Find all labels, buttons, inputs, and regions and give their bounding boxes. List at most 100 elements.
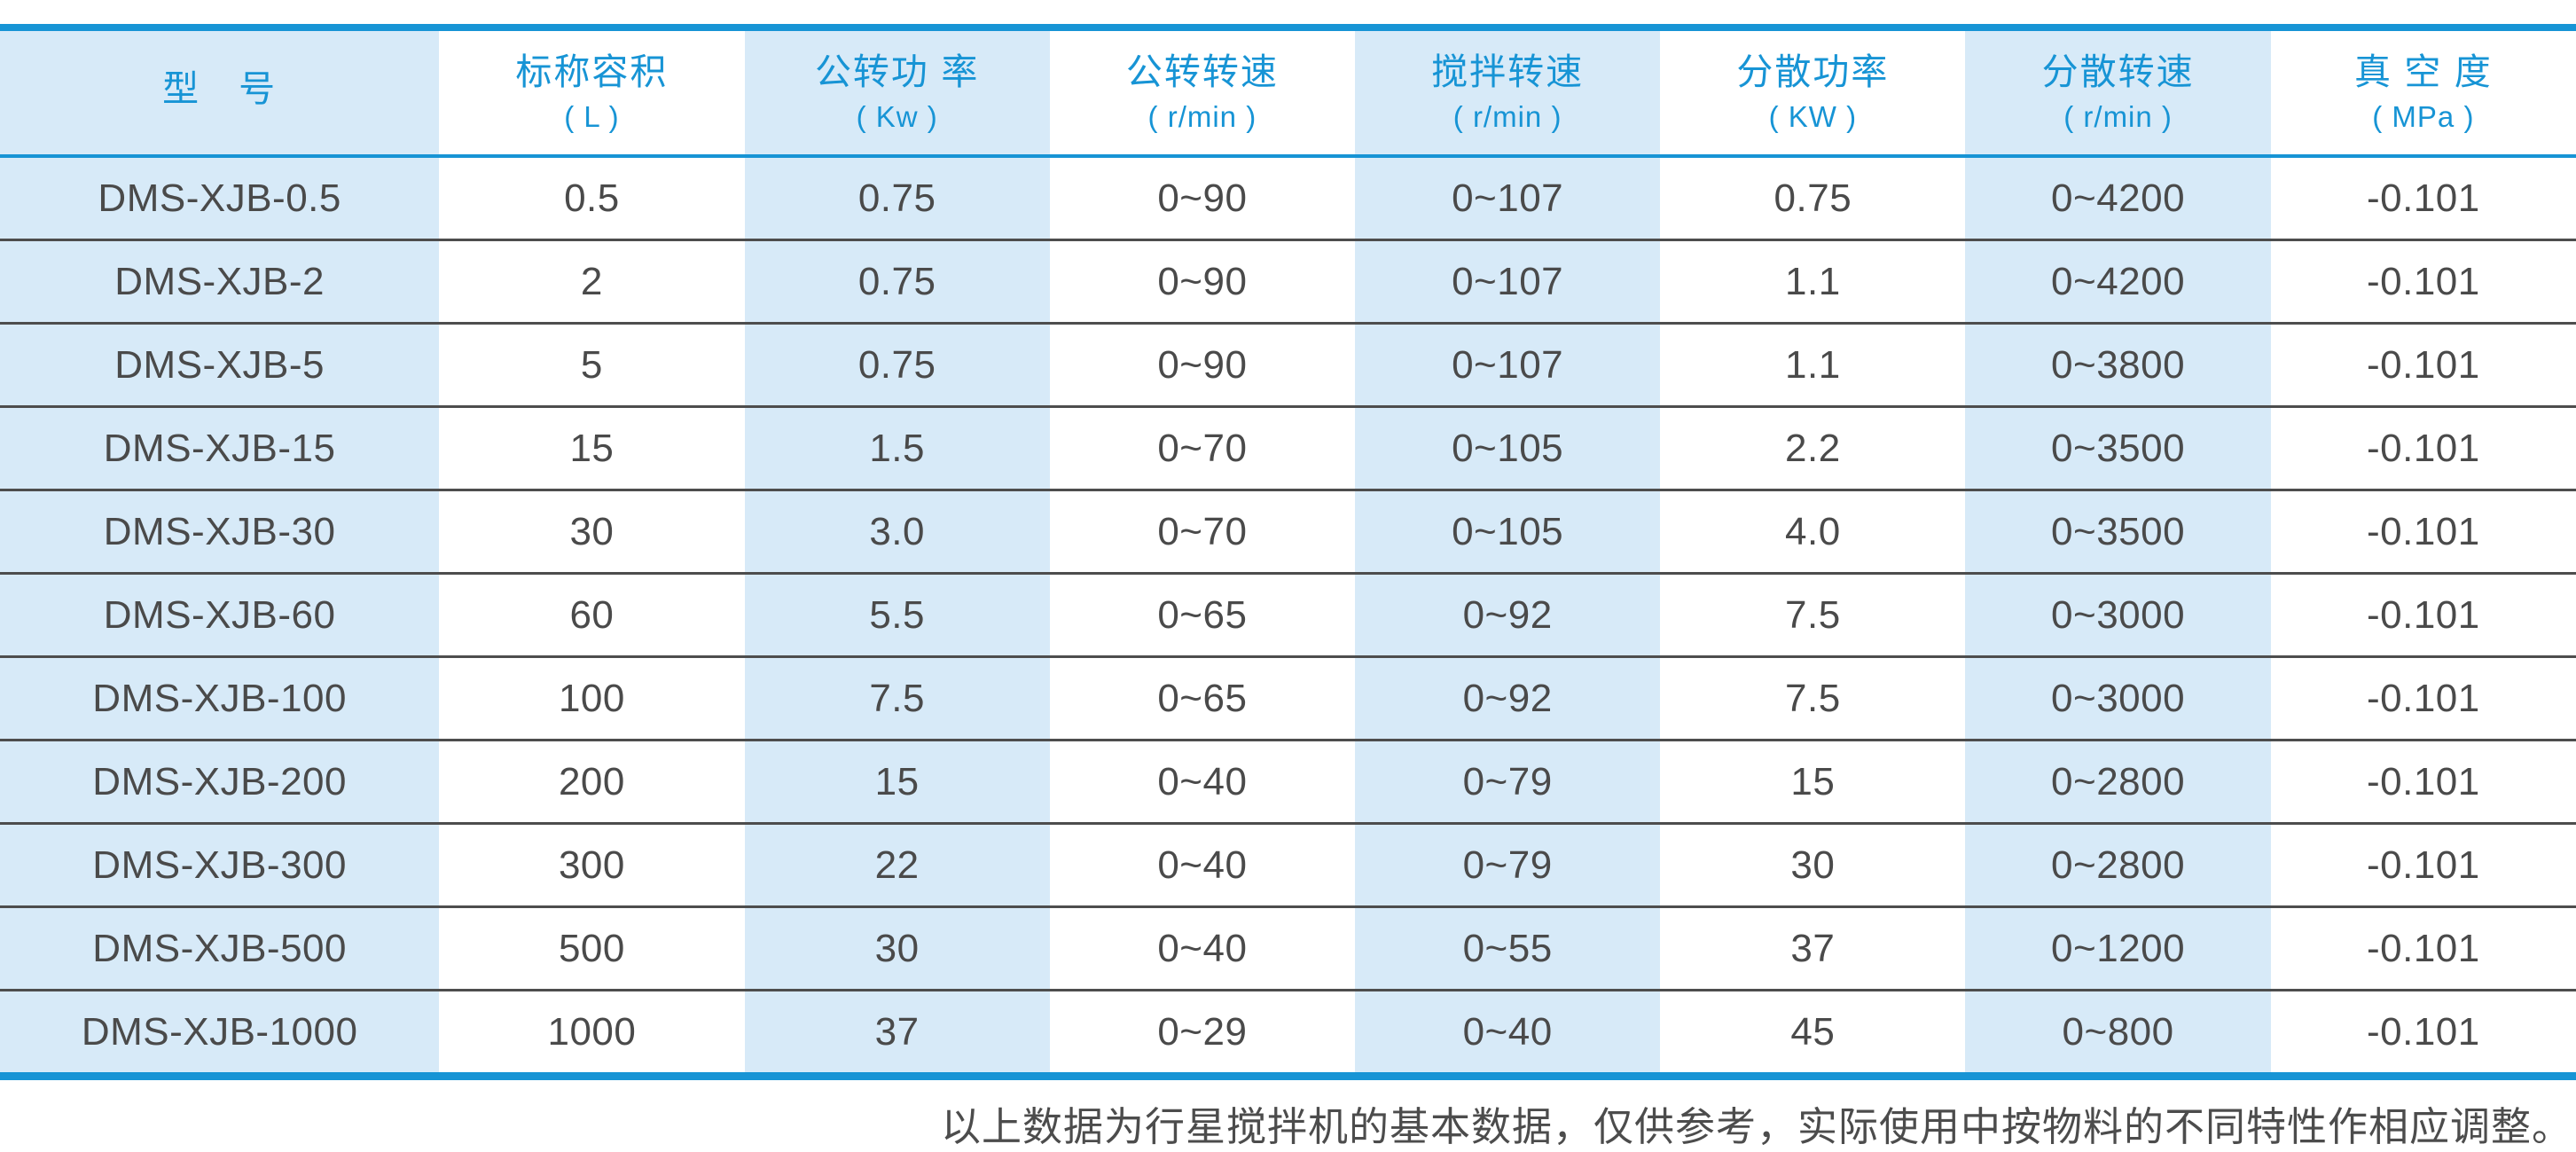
table-cell: 500 (439, 905, 745, 991)
model-cell: DMS-XJB-0.5 (98, 176, 341, 220)
header-row: 型 号 标称容积 ( L ) 公转功 率 ( Kw ) 公转转速 ( r/min… (0, 27, 2576, 158)
table-cell: -0.101 (2270, 739, 2576, 824)
table-cell: 0~3000 (1965, 572, 2271, 657)
table-header: 型 号 标称容积 ( L ) 公转功 率 ( Kw ) 公转转速 ( r/min… (0, 27, 2576, 158)
table-cell: 0~90 (1049, 239, 1355, 324)
table-cell: 0~79 (1355, 822, 1661, 907)
table-row: DMS-XJB-1000 1000 37 0~29 0~40 45 0~800 -0.101 (0, 989, 2576, 1077)
column-header-nominal-volume: 标称容积 ( L ) (439, 27, 745, 158)
table-cell: 0.75 (1773, 176, 1852, 220)
column-header-vacuum-degree: 真 空 度 ( MPa ) (2270, 27, 2576, 158)
table-cell: 0.75 (744, 322, 1050, 407)
table-cell: 0~79 (1355, 739, 1661, 824)
table-cell: 100 (439, 655, 745, 741)
table-cell: 37 (744, 989, 1050, 1077)
table-row: DMS-XJB-500 500 30 0~40 0~55 37 0~1200 -0.101 (0, 905, 2576, 991)
table-cell: 0~40 (1049, 905, 1355, 991)
table-cell: 30 (1660, 822, 1966, 907)
table-cell: -0.101 (2270, 822, 2576, 907)
column-label: 真 空 度 (2353, 51, 2493, 92)
table-cell: 0.75 (857, 176, 936, 220)
table-cell: 0~70 (1049, 489, 1355, 574)
table-cell: 0~29 (1049, 989, 1355, 1077)
table-cell: -0.101 (2270, 322, 2576, 407)
table-cell: -0.101 (2270, 655, 2576, 741)
table-cell: 1.1 (1660, 239, 1966, 324)
column-unit: ( r/min ) (1147, 100, 1257, 134)
table-cell: -0.101 (2270, 905, 2576, 991)
model-cell: DMS-XJB-30 (0, 489, 440, 574)
table-cell: 0~65 (1049, 572, 1355, 657)
table-cell: 1.5 (744, 405, 1050, 490)
table-cell: 0~70 (1049, 405, 1355, 490)
column-label: 分散转速 (2041, 51, 2195, 92)
model-cell: DMS-XJB-1000 (0, 989, 440, 1077)
table-cell: 0~40 (1355, 989, 1661, 1077)
table-row: DMS-XJB-200 200 15 0~40 0~79 15 0~2800 -0.101 (0, 739, 2576, 824)
table-cell: 7.5 (1660, 572, 1966, 657)
column-header-dispersion-speed: 分散转速 ( r/min ) (1965, 27, 2271, 158)
column-header-revolution-power: 公转功 率 ( Kw ) (744, 27, 1050, 158)
column-label: 公转转速 (1125, 51, 1279, 92)
table-cell: 0~107 (1355, 239, 1661, 324)
column-unit: ( KW ) (1768, 100, 1858, 134)
table-cell: 7.5 (744, 655, 1050, 741)
column-header-model: 型 号 (0, 27, 440, 158)
table-cell: 0~3800 (1965, 322, 2271, 407)
model-cell: DMS-XJB-100 (0, 655, 440, 741)
model-cell: DMS-XJB-500 (0, 905, 440, 991)
table-cell: 1000 (439, 989, 745, 1077)
table-body: DMS-XJB-0.5 0.5 0.75 0~90 0~107 0.75 0~4200 -0.… (0, 156, 2576, 1077)
table-cell: 200 (439, 739, 745, 824)
table-row: DMS-XJB-5 5 0.75 0~90 0~107 1.1 0~3800 -0.101 (0, 322, 2576, 407)
table-cell: 0~800 (1965, 989, 2271, 1077)
table-cell: 0~92 (1355, 572, 1661, 657)
table-cell: 0~90 (1049, 322, 1355, 407)
table-cell: 15 (744, 739, 1050, 824)
column-header-stirring-speed: 搅拌转速 ( r/min ) (1355, 27, 1661, 158)
column-header-dispersion-power: 分散功率 ( KW ) (1660, 27, 1966, 158)
column-label: 公转功 率 (814, 51, 980, 92)
table-cell: 0~65 (1049, 655, 1355, 741)
table-cell: 0~90 (1157, 176, 1248, 220)
table-cell: -0.101 (2270, 989, 2576, 1077)
table-row: DMS-XJB-2 2 0.75 0~90 0~107 1.1 0~4200 -0.101 (0, 239, 2576, 324)
table-cell: 30 (744, 905, 1050, 991)
table-cell: 0~2800 (1965, 739, 2271, 824)
column-unit: ( Kw ) (856, 100, 938, 134)
column-unit: ( L ) (564, 100, 620, 134)
table-cell: 0~105 (1355, 489, 1661, 574)
column-unit: ( MPa ) (2372, 100, 2475, 134)
table-cell: 0~105 (1355, 405, 1661, 490)
table-cell: 15 (439, 405, 745, 490)
table-cell: -0.101 (2270, 489, 2576, 574)
model-cell: DMS-XJB-300 (0, 822, 440, 907)
table-cell: 15 (1660, 739, 1966, 824)
spec-table: 型 号 标称容积 ( L ) 公转功 率 ( Kw ) 公转转速 ( r/min… (0, 24, 2576, 1080)
table-cell: -0.101 (2270, 572, 2576, 657)
table-cell: 4.0 (1660, 489, 1966, 574)
table-cell: 2.2 (1660, 405, 1966, 490)
table-cell: 0~4200 (2051, 176, 2186, 220)
table-cell: -0.101 (2270, 405, 2576, 490)
model-cell: DMS-XJB-15 (0, 405, 440, 490)
column-label: 标称容积 (515, 51, 669, 92)
table-cell: -0.101 (2270, 239, 2576, 324)
table-cell: 7.5 (1660, 655, 1966, 741)
table-cell: 0~40 (1049, 822, 1355, 907)
table-cell: 0~1200 (1965, 905, 2271, 991)
table-cell: 5 (439, 322, 745, 407)
table-cell: 5.5 (744, 572, 1050, 657)
table-cell: 0~55 (1355, 905, 1661, 991)
table-cell: 0~107 (1355, 322, 1661, 407)
table-cell: 0.5 (564, 176, 620, 220)
table-cell: 45 (1660, 989, 1966, 1077)
model-cell: DMS-XJB-5 (0, 322, 440, 407)
table-cell: 0~3000 (1965, 655, 2271, 741)
table-cell: 0~40 (1049, 739, 1355, 824)
table-cell: -0.101 (2366, 176, 2480, 220)
table-row: DMS-XJB-60 60 5.5 0~65 0~92 7.5 0~3000 -0.101 (0, 572, 2576, 657)
table-row: DMS-XJB-300 300 22 0~40 0~79 30 0~2800 -0.101 (0, 822, 2576, 907)
column-unit: ( r/min ) (1452, 100, 1562, 134)
